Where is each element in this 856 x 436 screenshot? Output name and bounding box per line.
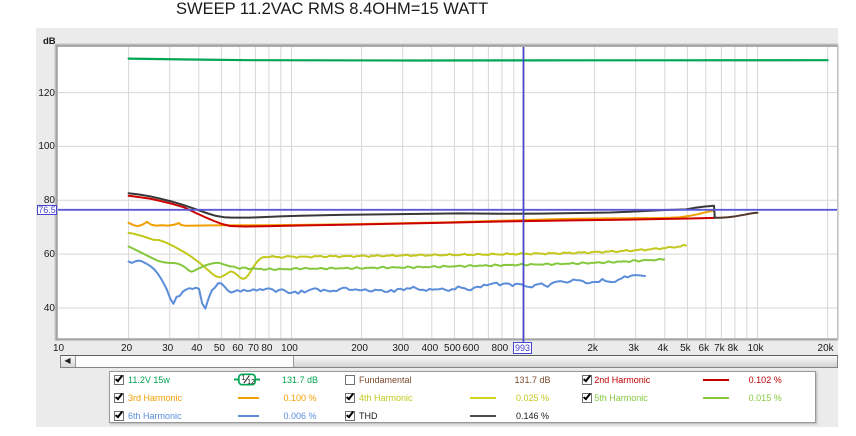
svg-text:1: 1 [241, 375, 245, 382]
svg-text:12: 12 [247, 379, 255, 386]
